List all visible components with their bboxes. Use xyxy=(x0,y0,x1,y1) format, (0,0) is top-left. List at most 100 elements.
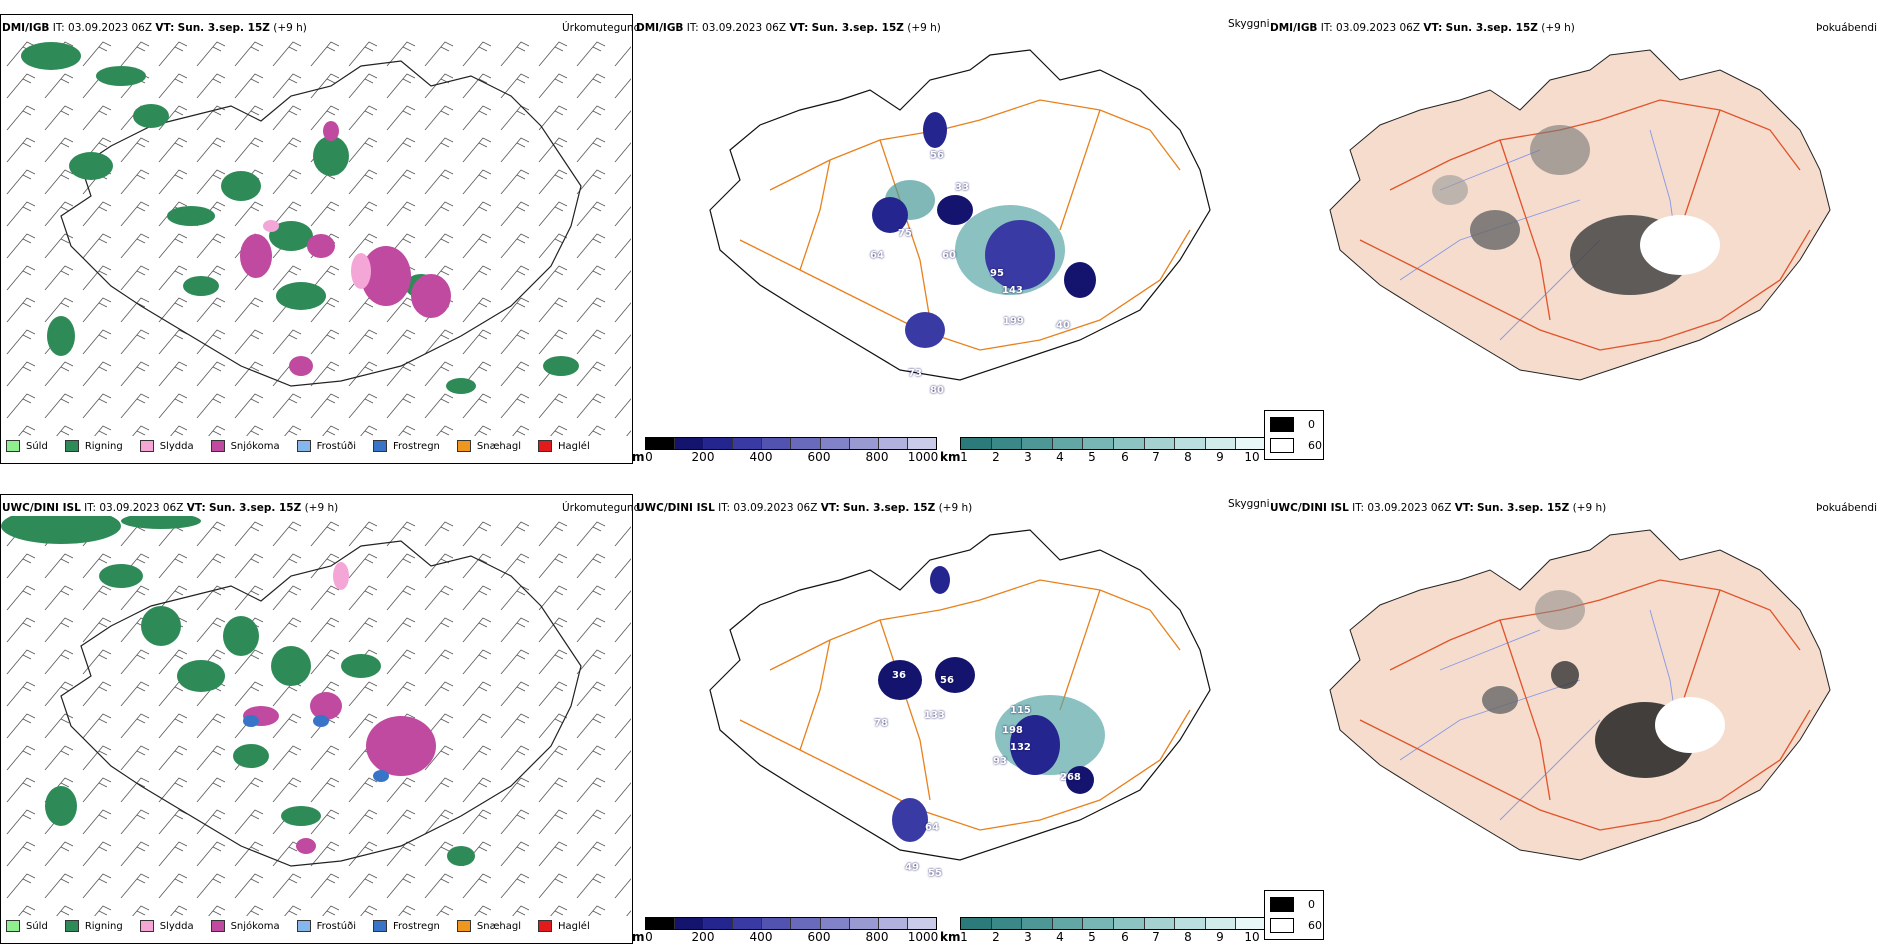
it-label: IT: xyxy=(1320,22,1333,34)
legend-item: Rigning xyxy=(64,440,123,452)
tick: 9 xyxy=(1216,930,1224,944)
it-label: IT: xyxy=(686,22,699,34)
legend-item: Snjókoma xyxy=(210,920,280,932)
vt-label: VT: xyxy=(1423,22,1443,34)
panel-header: UWC/DINI ISL IT: 03.09.2023 06Z VT: Sun.… xyxy=(1270,502,1606,514)
tick: 1000 xyxy=(907,930,939,944)
legend-label: Snæhagl xyxy=(476,920,522,932)
iceland-outline xyxy=(709,529,1211,861)
lead-time: (+9 h) xyxy=(304,502,339,514)
vt-value: Sun. 3.sep. 15Z xyxy=(177,22,270,34)
visibility-label: 73 xyxy=(908,368,922,379)
tick: 8 xyxy=(1184,450,1192,464)
vt-value: Sun. 3.sep. 15Z xyxy=(1477,502,1570,514)
lead-time: (+9 h) xyxy=(1541,22,1575,34)
it-value: 03.09.2023 06Z xyxy=(1367,502,1452,514)
tick: 0 xyxy=(645,930,653,944)
fog-legend-row: 0 xyxy=(1270,417,1315,432)
it-label: IT: xyxy=(718,502,731,514)
visibility-label: 60 xyxy=(942,250,956,261)
tick: 200 xyxy=(691,450,715,464)
it-value: 03.09.2023 06Z xyxy=(733,502,818,514)
legend-item: Snjókoma xyxy=(210,440,280,452)
visibility-label: 55 xyxy=(928,868,942,879)
precip-map xyxy=(1,36,631,436)
legend-item: Snæhagl xyxy=(456,920,522,932)
lead-time: (+9 h) xyxy=(1572,502,1607,514)
legend-label: Snjókoma xyxy=(230,920,280,932)
visibility-map: 36 56 78 133 115 198 132 93 268 64 49 55 xyxy=(680,520,1240,900)
visibility-label: 78 xyxy=(874,718,888,729)
tick: 10 xyxy=(1244,450,1260,464)
visibility-label: 36 xyxy=(892,670,906,681)
panel-header: UWC/DINI ISL IT: 03.09.2023 06Z VT: Sun.… xyxy=(2,502,338,514)
precip-map-svg xyxy=(1,516,631,916)
visibility-colorbar-km xyxy=(960,917,1267,930)
tick: 800 xyxy=(865,930,889,944)
legend-label: Slydda xyxy=(159,920,194,932)
visibility-label: 75 xyxy=(898,228,912,239)
legend-label: Haglél xyxy=(558,440,590,452)
fog-legend: 0 60 xyxy=(1264,410,1324,460)
visibility-label: 133 xyxy=(924,710,945,721)
fog-legend-label: 60 xyxy=(1308,919,1322,932)
tick: 5 xyxy=(1088,450,1096,464)
fog-map xyxy=(1300,40,1860,420)
panel-header: DMI/IGB IT: 03.09.2023 06Z VT: Sun. 3.se… xyxy=(1270,22,1575,34)
legend-item: Slydda xyxy=(139,920,194,932)
visibility-map-svg xyxy=(709,529,1211,861)
panel-header: UWC/DINI ISL IT: 03.09.2023 06Z VT: Sun.… xyxy=(636,502,972,514)
legend-item: Haglél xyxy=(538,440,590,452)
fog-legend-label: 0 xyxy=(1308,418,1315,431)
legend-item: Haglél xyxy=(538,920,590,932)
tick: 200 xyxy=(691,930,715,944)
vt-label: VT: xyxy=(1454,502,1474,514)
visibility-label: 64 xyxy=(870,250,884,261)
model-name: UWC/DINI ISL xyxy=(636,502,715,514)
it-value: 03.09.2023 06Z xyxy=(1336,22,1421,34)
tick: 2 xyxy=(992,930,1000,944)
legend-label: Súld xyxy=(26,920,48,932)
visibility-label: 268 xyxy=(1060,772,1081,783)
fog-title: Þokuábendi xyxy=(1816,22,1877,34)
fog-legend-row: 60 xyxy=(1270,438,1322,453)
it-value: 03.09.2023 06Z xyxy=(68,22,153,34)
fog-title: Þokuábendi xyxy=(1816,502,1877,514)
tick: 800 xyxy=(865,450,889,464)
precip-title: Úrkomutegund xyxy=(562,502,641,514)
visibility-label: 132 xyxy=(1010,742,1031,753)
colorbar-unit-m: m xyxy=(632,930,645,944)
fog-legend-row: 0 xyxy=(1270,897,1315,912)
precip-panel-frame xyxy=(0,494,633,944)
tick: 400 xyxy=(749,930,773,944)
visibility-label: 56 xyxy=(930,150,944,161)
model-name: DMI/IGB xyxy=(1270,22,1318,34)
model-name: UWC/DINI ISL xyxy=(1270,502,1349,514)
tick: 600 xyxy=(807,450,831,464)
vt-label: VT: xyxy=(155,22,175,34)
visibility-label: 80 xyxy=(930,385,944,396)
vt-value: Sun. 3.sep. 15Z xyxy=(811,22,904,34)
precip-legend: Súld Rigning Slydda Snjókoma Frostúði Fr… xyxy=(6,440,607,452)
iceland-land xyxy=(1329,49,1831,381)
visibility-label: 56 xyxy=(940,675,954,686)
visibility-colorbar-m xyxy=(645,917,937,930)
panel-header: DMI/IGB IT: 03.09.2023 06Z VT: Sun. 3.se… xyxy=(2,22,307,34)
precip-map-svg xyxy=(1,36,631,436)
panel-header: DMI/IGB IT: 03.09.2023 06Z VT: Sun. 3.se… xyxy=(636,22,941,34)
lead-time: (+9 h) xyxy=(907,22,941,34)
legend-label: Súld xyxy=(26,440,48,452)
tick: 400 xyxy=(749,450,773,464)
tick: 9 xyxy=(1216,450,1224,464)
it-label: IT: xyxy=(52,22,65,34)
fog-legend-label: 0 xyxy=(1308,898,1315,911)
legend-label: Frostúði xyxy=(316,920,356,932)
colorbar-unit-km: km xyxy=(940,450,961,464)
visibility-label: 64 xyxy=(925,822,939,833)
visibility-colorbar-km xyxy=(960,437,1267,450)
legend-item: Snæhagl xyxy=(456,440,521,452)
it-label: IT: xyxy=(1352,502,1365,514)
legend-item: Frostúði xyxy=(296,920,356,932)
legend-item: Frostregn xyxy=(373,440,440,452)
vt-label: VT: xyxy=(789,22,809,34)
